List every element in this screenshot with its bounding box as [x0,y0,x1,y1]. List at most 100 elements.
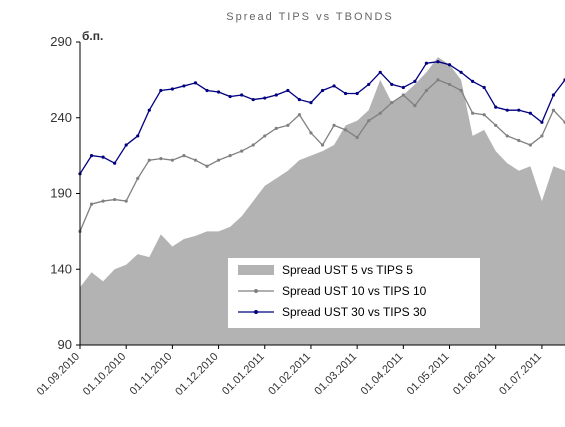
x-tick-label: 01.05.2011 [405,351,452,398]
point [517,108,521,112]
x-tick-label: 01.09.2010 [35,351,82,398]
point [136,176,140,180]
point [401,93,405,97]
point [459,88,463,93]
point [113,161,117,165]
point [367,119,371,123]
point [251,143,255,147]
point [286,88,290,93]
point [320,88,325,93]
point [471,111,475,115]
y-tick-label: 190 [50,186,72,201]
point [205,88,209,93]
point [436,78,440,82]
legend-label: Spread UST 5 vs TIPS 5 [282,263,413,277]
point [309,101,313,105]
point [147,158,151,162]
point [390,101,394,105]
point [113,197,117,202]
y-tick-label: 240 [50,110,72,125]
point [228,154,232,158]
point [378,70,382,74]
point [424,61,429,65]
legend-swatch [238,265,274,275]
point [124,199,128,203]
x-tick-label: 01.04.2011 [359,351,406,398]
point [101,155,105,159]
point [332,84,336,88]
x-tick-label: 01.03.2011 [312,351,359,398]
point [378,111,382,115]
point [343,128,348,132]
point [320,143,325,147]
point [240,149,244,153]
legend-marker [254,289,258,293]
x-tick-label: 01.07.2011 [497,351,544,398]
point [205,164,209,168]
point [343,91,348,96]
point [424,88,429,93]
point [401,85,405,90]
point [505,134,509,138]
point [332,123,336,127]
point [297,113,302,117]
point [228,94,232,99]
x-tick-label: 01.06.2011 [451,351,498,398]
point [540,134,544,138]
point [517,138,521,143]
point [251,97,255,102]
point [124,143,128,147]
point [540,120,544,124]
y-tick-label: 290 [50,34,72,49]
point [263,134,267,138]
point [413,79,417,83]
point [216,90,221,94]
point [274,126,278,130]
y-tick-label: 90 [58,337,72,352]
point [136,134,140,138]
x-tick-label: 01.01.2011 [220,351,267,398]
point [309,131,313,135]
point [297,97,302,102]
x-tick-label: 01.11.2010 [128,351,175,398]
point [147,108,151,112]
point [170,87,174,91]
point [494,105,498,109]
legend-label: Spread UST 10 vs TIPS 10 [282,284,427,298]
point [193,158,198,162]
legend-marker [254,310,258,314]
y-tick-label: 140 [50,261,72,276]
point [482,85,486,90]
point [367,82,371,87]
point [182,84,186,88]
point [216,158,221,162]
chart-title: Spread TIPS vs TBONDS [226,11,394,23]
point [159,157,163,161]
point [159,88,163,93]
point [505,108,509,112]
x-tick-label: 01.10.2010 [81,351,128,398]
point [240,93,244,97]
point [263,96,267,100]
legend-label: Spread UST 30 vs TIPS 30 [282,305,427,319]
point [355,91,359,96]
point [459,70,463,74]
point [528,111,532,115]
x-tick-label: 01.02.2011 [266,351,313,398]
point [494,123,498,127]
point [89,202,94,206]
point [551,93,556,97]
point [193,81,198,85]
point [413,104,417,108]
point [89,154,94,158]
point [390,82,394,87]
x-tick-label: 01.12.2010 [173,351,220,398]
point [471,79,475,83]
point [274,93,278,97]
point [101,199,105,203]
point [182,154,186,158]
point [170,158,174,162]
point [551,108,556,112]
point [528,143,532,147]
